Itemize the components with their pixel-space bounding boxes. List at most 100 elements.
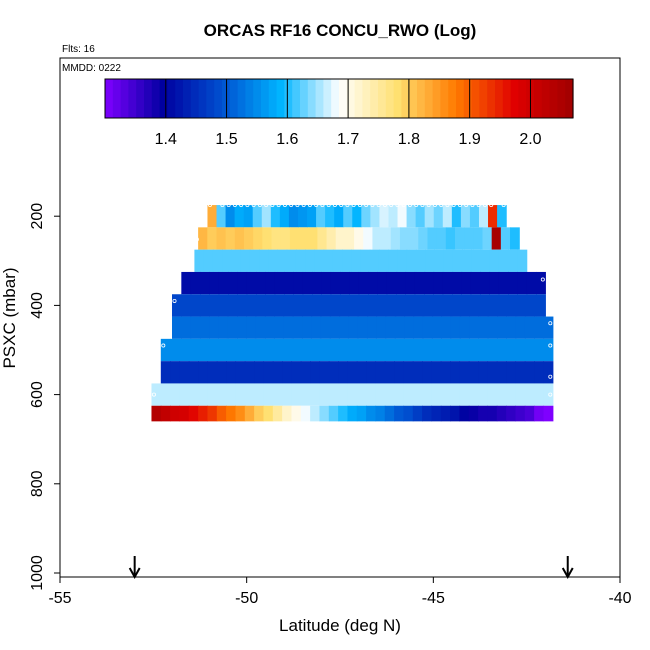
y-tick-label: 200 xyxy=(29,203,46,230)
colorbar-segment xyxy=(370,79,379,118)
heatmap-cell xyxy=(255,316,266,339)
measurement-marker xyxy=(476,203,481,208)
measurement-marker xyxy=(451,203,456,208)
heatmap-cell xyxy=(190,316,201,339)
heatmap-cell xyxy=(440,361,451,384)
heatmap-cell xyxy=(203,249,214,272)
heatmap-cell xyxy=(170,405,181,422)
heatmap-cell xyxy=(244,405,255,422)
colorbar-segment xyxy=(284,79,293,118)
measurement-marker xyxy=(345,203,350,208)
heatmap-cell xyxy=(442,271,453,295)
measurement-marker xyxy=(501,203,506,208)
heatmap-cell xyxy=(300,361,311,384)
heatmap-cell xyxy=(482,227,493,250)
colorbar-segment xyxy=(112,79,122,118)
colorbar-segment xyxy=(300,79,309,118)
colorbar-segment xyxy=(518,79,527,118)
heatmap-cell xyxy=(403,383,414,406)
heatmap-cell xyxy=(431,338,442,362)
colorbar-segment xyxy=(495,79,504,118)
colorbar-segment xyxy=(190,79,200,118)
heatmap-cell xyxy=(372,227,383,250)
heatmap-cell xyxy=(293,294,304,317)
measurement-marker xyxy=(548,343,553,348)
heatmap-cell xyxy=(375,405,386,422)
heatmap-cell xyxy=(246,294,257,317)
measurement-marker xyxy=(482,203,487,208)
heatmap-cell xyxy=(291,383,302,406)
heatmap-cell xyxy=(405,294,416,317)
heatmap-cell xyxy=(360,249,371,272)
colorbar-segment xyxy=(502,79,512,118)
measurement-marker xyxy=(320,203,325,208)
heatmap-cell xyxy=(226,338,237,362)
heatmap-cell xyxy=(240,249,251,272)
colorbar-segment xyxy=(424,79,434,118)
measurement-marker xyxy=(264,203,269,208)
heatmap-cell xyxy=(321,294,332,317)
heatmap-cell xyxy=(478,361,489,384)
colorbar-segment xyxy=(120,79,129,118)
heatmap-cell xyxy=(320,316,331,339)
heatmap-cell xyxy=(378,249,389,272)
colorbar-segment xyxy=(206,79,215,118)
x-tick-label: -40 xyxy=(608,590,631,607)
heatmap-cell xyxy=(377,294,388,317)
heatmap-cell xyxy=(274,294,285,317)
measurement-marker xyxy=(445,203,450,208)
heatmap-cell xyxy=(534,316,545,339)
colorbar-segment xyxy=(167,79,176,118)
heatmap-cell xyxy=(433,271,444,295)
heatmap-cell xyxy=(179,383,190,406)
heatmap-cell xyxy=(534,361,545,384)
heatmap-cell xyxy=(496,383,507,406)
heatmap-cell xyxy=(274,271,285,295)
heatmap-cell xyxy=(160,338,171,362)
heatmap-cell xyxy=(181,294,192,317)
heatmap-cell xyxy=(244,227,254,250)
heatmap-cell xyxy=(384,338,395,362)
measurement-marker xyxy=(172,298,177,303)
measurement-marker xyxy=(245,203,250,208)
heatmap-cell xyxy=(461,294,472,317)
y-axis-label: PSXC (mbar) xyxy=(0,267,19,368)
heatmap-cell xyxy=(235,383,246,406)
colorbar-segment xyxy=(557,79,566,118)
heatmap-cell xyxy=(222,249,232,272)
heatmap-cell xyxy=(377,271,388,295)
heatmap-cell xyxy=(418,227,429,250)
heatmap-cell xyxy=(506,338,517,362)
colorbar-segment xyxy=(362,79,371,118)
heatmap-cell xyxy=(282,338,293,362)
heatmap-cell xyxy=(216,338,227,362)
heatmap-cell xyxy=(347,338,358,362)
y-tick-label: 600 xyxy=(29,381,46,408)
measurement-marker xyxy=(376,203,381,208)
heatmap-cell xyxy=(179,405,190,422)
measurement-marker xyxy=(464,203,469,208)
heatmap-cell xyxy=(489,249,500,272)
heatmap-cell xyxy=(394,405,405,422)
chart-title: ORCAS RF16 CONCU_RWO (Log) xyxy=(204,21,477,40)
colorbar-segment xyxy=(448,79,457,118)
y-axis: 200 400 600 800 1000 xyxy=(29,203,60,591)
measurement-marker xyxy=(426,203,431,208)
heatmap-cell xyxy=(244,383,255,406)
heatmap-cell xyxy=(181,271,192,295)
heatmap-cell xyxy=(427,227,438,250)
heatmap-cell xyxy=(425,249,435,272)
heatmap-cell xyxy=(536,271,546,295)
heatmap-cell xyxy=(487,383,498,406)
heatmap-cell xyxy=(295,249,306,272)
heatmap-cell xyxy=(469,205,480,228)
flights-label: Flts: 16 xyxy=(62,44,95,55)
heatmap-cell xyxy=(381,227,392,250)
heatmap-cell xyxy=(209,316,220,339)
heatmap-cell xyxy=(342,249,352,272)
heatmap-cell xyxy=(198,227,208,250)
heatmap-cell xyxy=(200,271,210,295)
y-tick-label: 400 xyxy=(29,292,46,319)
heatmap-cell xyxy=(225,205,236,228)
heatmap-cell xyxy=(268,249,279,272)
